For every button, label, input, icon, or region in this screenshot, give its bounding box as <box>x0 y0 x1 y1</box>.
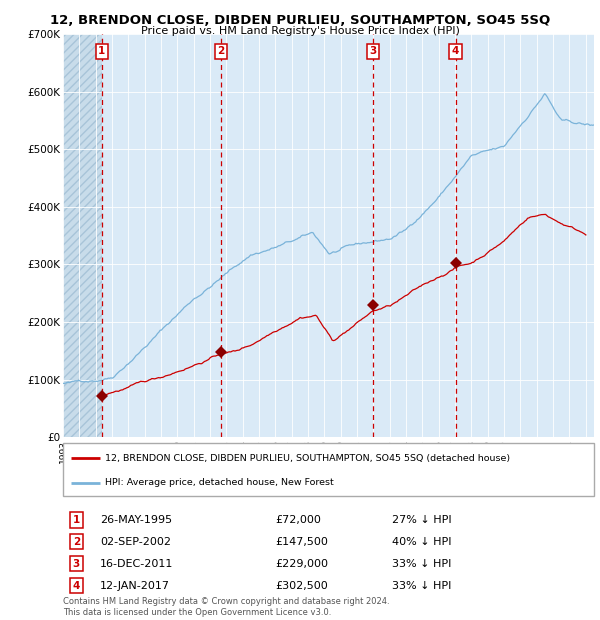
Text: 1: 1 <box>98 46 106 56</box>
Text: 12, BRENDON CLOSE, DIBDEN PURLIEU, SOUTHAMPTON, SO45 5SQ: 12, BRENDON CLOSE, DIBDEN PURLIEU, SOUTH… <box>50 14 550 27</box>
Text: 2: 2 <box>217 46 224 56</box>
Text: 2: 2 <box>73 537 80 547</box>
Text: 02-SEP-2002: 02-SEP-2002 <box>100 537 171 547</box>
Text: 3: 3 <box>73 559 80 569</box>
Text: £302,500: £302,500 <box>275 580 328 590</box>
Text: £229,000: £229,000 <box>275 559 328 569</box>
Text: 3: 3 <box>369 46 376 56</box>
Text: 12-JAN-2017: 12-JAN-2017 <box>100 580 170 590</box>
Text: 4: 4 <box>452 46 460 56</box>
Text: 16-DEC-2011: 16-DEC-2011 <box>100 559 173 569</box>
Text: 27% ↓ HPI: 27% ↓ HPI <box>392 515 452 525</box>
Text: 4: 4 <box>73 580 80 590</box>
Text: HPI: Average price, detached house, New Forest: HPI: Average price, detached house, New … <box>106 478 334 487</box>
Text: 33% ↓ HPI: 33% ↓ HPI <box>392 580 452 590</box>
Text: Contains HM Land Registry data © Crown copyright and database right 2024.
This d: Contains HM Land Registry data © Crown c… <box>63 598 389 617</box>
Text: 12, BRENDON CLOSE, DIBDEN PURLIEU, SOUTHAMPTON, SO45 5SQ (detached house): 12, BRENDON CLOSE, DIBDEN PURLIEU, SOUTH… <box>106 454 511 463</box>
FancyBboxPatch shape <box>63 443 594 496</box>
Text: £72,000: £72,000 <box>275 515 321 525</box>
Text: Price paid vs. HM Land Registry's House Price Index (HPI): Price paid vs. HM Land Registry's House … <box>140 26 460 36</box>
Text: 1: 1 <box>73 515 80 525</box>
Text: 33% ↓ HPI: 33% ↓ HPI <box>392 559 452 569</box>
Text: 26-MAY-1995: 26-MAY-1995 <box>100 515 172 525</box>
Text: £147,500: £147,500 <box>275 537 328 547</box>
Text: 40% ↓ HPI: 40% ↓ HPI <box>392 537 452 547</box>
Bar <box>63 34 102 437</box>
